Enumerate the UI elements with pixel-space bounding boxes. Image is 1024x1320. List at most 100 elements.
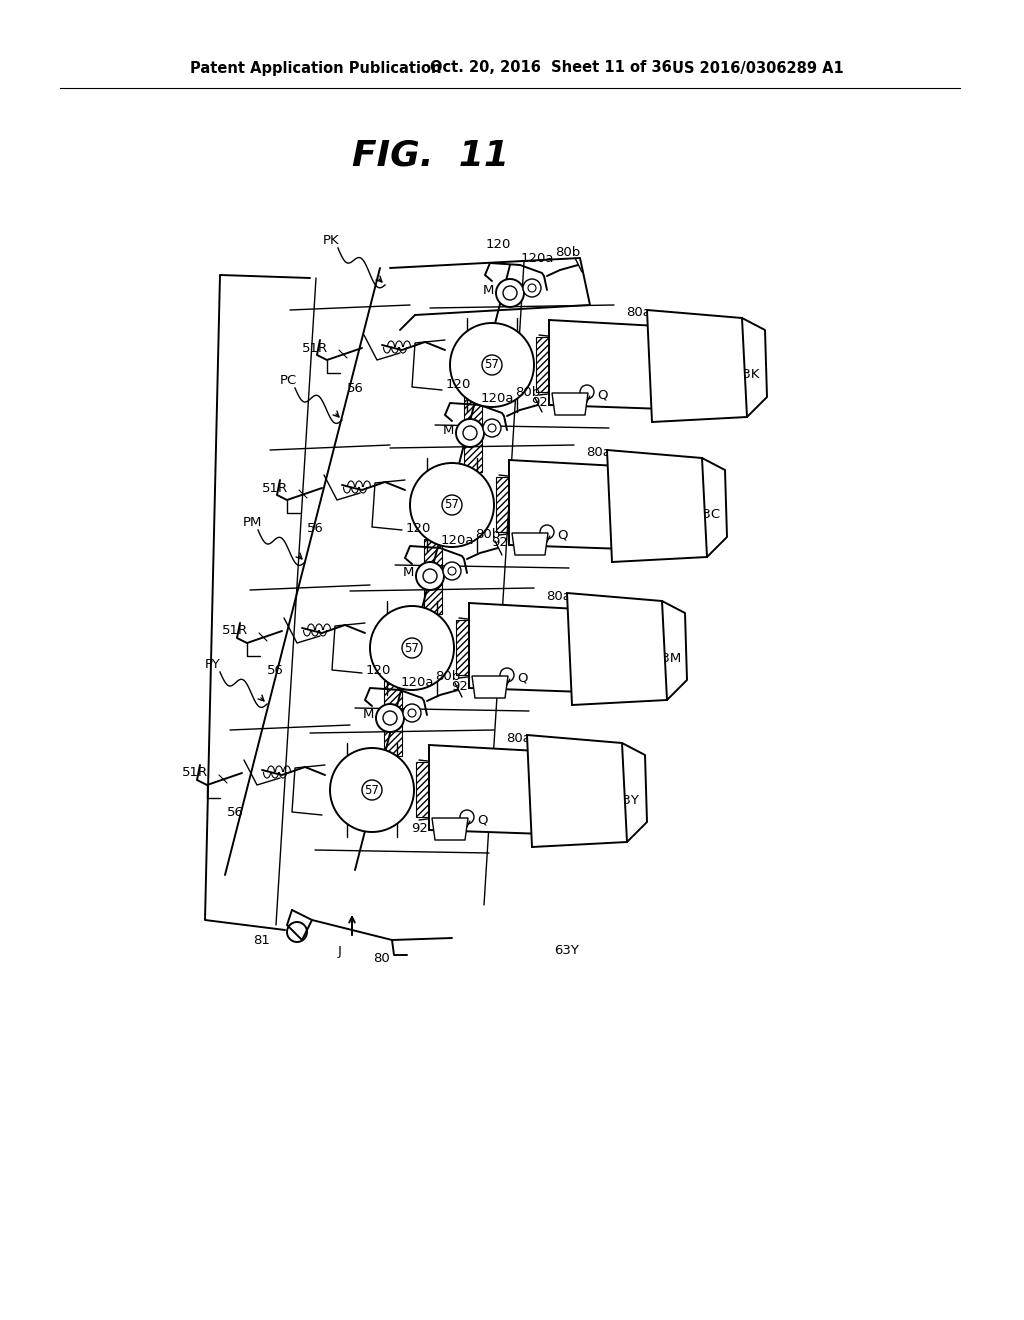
Text: 80: 80 [374,952,390,965]
Text: 51R: 51R [262,482,288,495]
Polygon shape [647,310,746,422]
Circle shape [708,380,732,404]
Text: 80b: 80b [475,528,501,541]
Text: PC: PC [280,374,297,387]
Polygon shape [552,393,588,414]
Circle shape [456,418,484,447]
Text: PK: PK [323,234,340,247]
Text: 63C: 63C [694,508,720,521]
Text: 51R: 51R [182,767,208,780]
Text: FIG.  11: FIG. 11 [351,139,509,172]
Text: US 2016/0306289 A1: US 2016/0306289 A1 [672,61,844,75]
Bar [464,397,482,473]
Text: 63K: 63K [734,368,760,381]
Text: 63Y: 63Y [555,944,580,957]
Polygon shape [429,744,574,836]
Text: M: M [442,424,454,437]
Text: 57: 57 [444,499,460,511]
Circle shape [630,498,674,543]
Text: 57: 57 [404,642,420,655]
Text: 57: 57 [365,784,380,796]
Text: PM: PM [243,516,262,528]
Text: Q: Q [557,528,567,541]
Polygon shape [549,319,694,411]
Text: 92: 92 [492,536,509,549]
Circle shape [630,642,654,665]
Circle shape [550,783,594,828]
Text: 80a: 80a [507,731,531,744]
Bar [456,620,472,675]
Circle shape [540,525,554,539]
Circle shape [483,418,501,437]
Text: 80b: 80b [435,671,461,684]
Text: 56: 56 [307,521,324,535]
Text: 91C: 91C [624,549,650,561]
Text: 81: 81 [254,933,270,946]
Circle shape [710,358,734,381]
Text: 56: 56 [227,807,244,820]
Text: Q: Q [597,388,607,401]
Text: 80b: 80b [555,246,581,259]
Text: 120: 120 [366,664,391,676]
Text: 92: 92 [531,396,549,409]
Text: 120a: 120a [440,535,474,548]
Circle shape [500,668,514,682]
Text: 120a: 120a [400,676,434,689]
Polygon shape [432,818,468,840]
Circle shape [523,279,541,297]
Text: 120: 120 [406,521,431,535]
Text: PY: PY [205,657,221,671]
Polygon shape [469,603,614,693]
Text: 80a: 80a [627,306,651,319]
Text: 21: 21 [650,321,668,334]
Text: M: M [362,709,374,722]
Circle shape [496,279,524,308]
Text: 120a: 120a [520,252,554,264]
Text: 92: 92 [452,680,468,693]
Circle shape [628,663,652,686]
Text: 21: 21 [570,603,588,616]
Circle shape [330,748,414,832]
Text: 63M: 63M [653,652,681,664]
Polygon shape [512,533,548,554]
Bar [536,337,552,392]
Text: 57: 57 [484,359,500,371]
Circle shape [668,520,692,544]
Circle shape [670,358,714,403]
Polygon shape [509,459,654,550]
Circle shape [580,385,594,399]
Circle shape [450,323,534,407]
Text: 51R: 51R [222,624,248,638]
Text: 91Y: 91Y [545,833,569,846]
Text: Q: Q [477,813,487,826]
Text: 21: 21 [610,461,628,474]
Circle shape [443,562,461,579]
Bar [384,681,402,756]
Polygon shape [527,735,627,847]
Text: Q: Q [517,672,527,685]
Polygon shape [472,676,508,698]
Text: 56: 56 [267,664,284,677]
Circle shape [410,463,494,546]
Bar [496,477,512,532]
Text: 91K: 91K [665,408,690,421]
Text: 80a: 80a [547,590,571,602]
Circle shape [670,498,694,521]
Text: Patent Application Publication: Patent Application Publication [190,61,441,75]
Text: 92: 92 [412,821,428,834]
Text: 91M: 91M [583,692,611,705]
Text: 21: 21 [530,746,548,759]
Text: 80b: 80b [515,385,541,399]
Circle shape [460,810,474,824]
Text: M: M [482,284,494,297]
Text: Oct. 20, 2016  Sheet 11 of 36: Oct. 20, 2016 Sheet 11 of 36 [430,61,672,75]
Text: 120: 120 [445,379,471,392]
Polygon shape [607,450,707,562]
Circle shape [370,606,454,690]
Text: 80a: 80a [587,446,611,459]
Circle shape [416,562,444,590]
Text: 63Y: 63Y [614,793,639,807]
Text: M: M [402,566,414,579]
Bar [416,762,432,817]
Text: 120a: 120a [480,392,514,404]
